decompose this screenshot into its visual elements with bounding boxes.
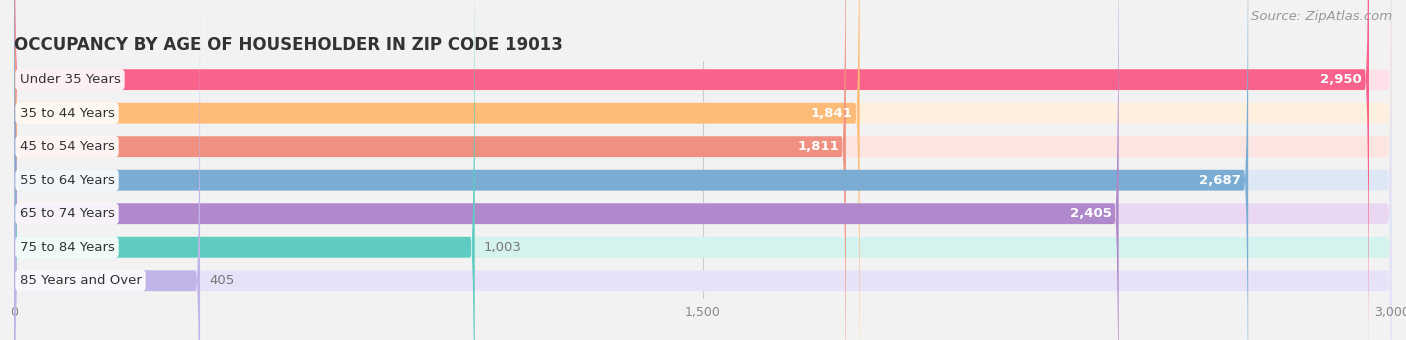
Text: 85 Years and Over: 85 Years and Over	[20, 274, 142, 287]
Text: Under 35 Years: Under 35 Years	[20, 73, 121, 86]
FancyBboxPatch shape	[14, 0, 846, 340]
Text: Source: ZipAtlas.com: Source: ZipAtlas.com	[1251, 10, 1392, 23]
FancyBboxPatch shape	[14, 0, 1392, 340]
FancyBboxPatch shape	[14, 0, 1119, 340]
Text: 405: 405	[209, 274, 235, 287]
Text: 1,003: 1,003	[484, 241, 522, 254]
FancyBboxPatch shape	[14, 0, 200, 340]
FancyBboxPatch shape	[14, 0, 1392, 340]
Text: 35 to 44 Years: 35 to 44 Years	[20, 107, 114, 120]
Text: 2,950: 2,950	[1320, 73, 1362, 86]
Text: 75 to 84 Years: 75 to 84 Years	[20, 241, 114, 254]
FancyBboxPatch shape	[14, 0, 1392, 340]
Text: 55 to 64 Years: 55 to 64 Years	[20, 174, 114, 187]
Text: 45 to 54 Years: 45 to 54 Years	[20, 140, 114, 153]
FancyBboxPatch shape	[14, 0, 859, 340]
FancyBboxPatch shape	[14, 0, 1392, 340]
FancyBboxPatch shape	[14, 0, 1392, 340]
FancyBboxPatch shape	[14, 0, 1392, 340]
Text: 1,811: 1,811	[797, 140, 839, 153]
FancyBboxPatch shape	[14, 0, 1392, 340]
Text: 2,687: 2,687	[1199, 174, 1241, 187]
FancyBboxPatch shape	[14, 0, 1369, 340]
Text: OCCUPANCY BY AGE OF HOUSEHOLDER IN ZIP CODE 19013: OCCUPANCY BY AGE OF HOUSEHOLDER IN ZIP C…	[14, 36, 562, 54]
Text: 1,841: 1,841	[811, 107, 852, 120]
FancyBboxPatch shape	[14, 0, 475, 340]
FancyBboxPatch shape	[14, 0, 1249, 340]
Text: 2,405: 2,405	[1070, 207, 1112, 220]
Text: 65 to 74 Years: 65 to 74 Years	[20, 207, 114, 220]
